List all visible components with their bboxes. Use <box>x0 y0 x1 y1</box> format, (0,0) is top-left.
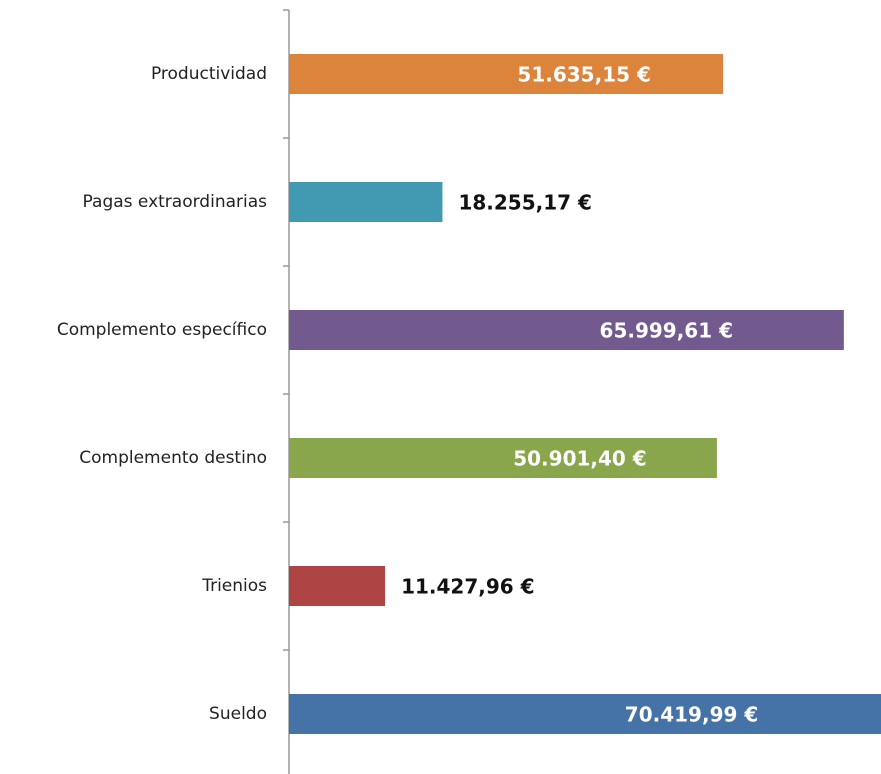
bar <box>289 182 443 222</box>
value-label: 65.999,61 € <box>600 319 734 343</box>
value-label: 11.427,96 € <box>401 575 535 599</box>
category-label: Sueldo <box>209 704 267 724</box>
category-label: Complemento específico <box>57 320 267 340</box>
category-label: Productividad <box>151 64 267 84</box>
value-label: 70.419,99 € <box>625 703 759 727</box>
bar <box>289 310 844 350</box>
category-label: Complemento destino <box>79 448 267 468</box>
bar <box>289 694 881 734</box>
value-label: 18.255,17 € <box>458 191 592 215</box>
bar <box>289 438 717 478</box>
value-label: 50.901,40 € <box>513 447 647 471</box>
category-label: Trienios <box>201 576 267 596</box>
category-label: Pagas extraordinarias <box>83 192 268 212</box>
value-label: 51.635,15 € <box>517 63 651 87</box>
bar <box>289 566 386 606</box>
bar <box>289 54 724 94</box>
